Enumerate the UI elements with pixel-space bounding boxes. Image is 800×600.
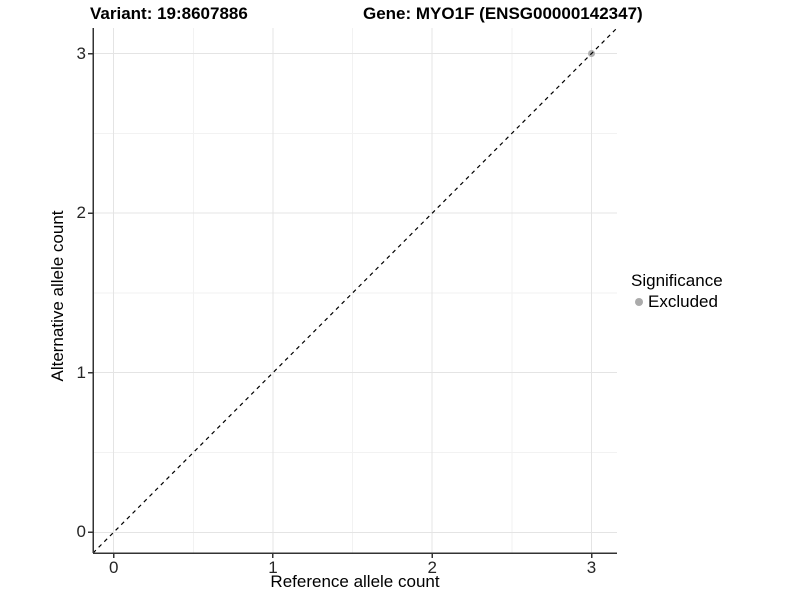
legend-marker-circle-icon: [635, 298, 643, 306]
y-tick-label: 2: [76, 203, 86, 223]
y-axis-title: Alternative allele count: [48, 210, 67, 382]
y-tick-label: 1: [76, 362, 86, 382]
x-tick-label: 3: [586, 558, 597, 577]
x-axis-title: Reference allele count: [270, 572, 440, 591]
y-tick-label: 0: [76, 522, 86, 542]
legend-item-label: Excluded: [648, 292, 718, 311]
legend: Significance Excluded: [631, 271, 723, 312]
identity-dashed-line: [92, 27, 618, 554]
x-tick-label: 1: [268, 558, 278, 577]
legend-item-excluded: Excluded: [631, 292, 723, 312]
y-tick-label: 3: [76, 43, 86, 63]
x-tick-label: 2: [427, 558, 437, 577]
chart-title-gene: Gene: MYO1F (ENSG00000142347): [363, 4, 643, 23]
x-tick-label: 0: [108, 558, 119, 577]
chart-title-variant: Variant: 19:8607886: [90, 4, 248, 23]
legend-title: Significance: [631, 271, 723, 290]
